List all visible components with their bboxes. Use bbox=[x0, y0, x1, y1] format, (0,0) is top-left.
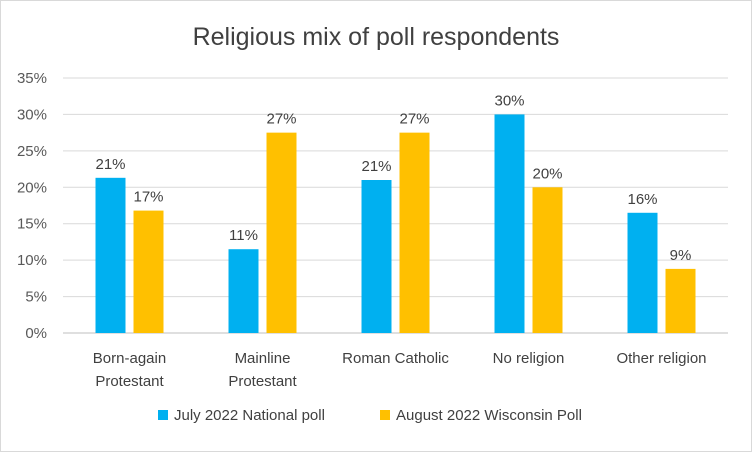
bars bbox=[95, 114, 696, 333]
y-tick-label: 0% bbox=[25, 325, 47, 342]
category-label: Other religion bbox=[616, 350, 706, 367]
data-label: 20% bbox=[532, 165, 562, 182]
data-label: 27% bbox=[399, 111, 429, 128]
bar bbox=[361, 180, 392, 333]
category-label: Mainline bbox=[235, 350, 291, 367]
bar bbox=[133, 210, 164, 333]
data-label: 16% bbox=[627, 191, 657, 208]
bar bbox=[665, 268, 696, 333]
grid bbox=[63, 77, 728, 334]
category-label: Protestant bbox=[228, 373, 297, 390]
y-tick-label: 25% bbox=[17, 143, 47, 160]
bar bbox=[266, 132, 297, 333]
data-label: 30% bbox=[494, 92, 524, 109]
data-label: 11% bbox=[229, 227, 258, 244]
y-tick-label: 15% bbox=[17, 216, 47, 233]
legend-swatch bbox=[158, 410, 168, 420]
y-axis-ticks: 0% 5% 10% 15% 20% 25% 30% 35% bbox=[17, 70, 47, 342]
legend-label: July 2022 National poll bbox=[174, 407, 325, 424]
bar bbox=[399, 132, 430, 333]
y-tick-label: 10% bbox=[17, 252, 47, 269]
legend-swatch bbox=[380, 410, 390, 420]
bar bbox=[532, 187, 563, 333]
category-label: No religion bbox=[493, 350, 565, 367]
bar bbox=[627, 212, 658, 333]
data-labels: 21% 17% 11% 27% 21% 27% 30% 20% 16% 9% bbox=[95, 92, 691, 263]
legend-label: August 2022 Wisconsin Poll bbox=[396, 407, 582, 424]
data-label: 21% bbox=[95, 156, 125, 173]
bar bbox=[494, 114, 525, 333]
bar bbox=[95, 177, 126, 333]
y-tick-label: 30% bbox=[17, 106, 47, 123]
data-label: 21% bbox=[361, 158, 391, 175]
y-tick-label: 5% bbox=[25, 289, 47, 306]
category-label: Born-again bbox=[93, 350, 166, 367]
legend: July 2022 National poll August 2022 Wisco… bbox=[158, 407, 582, 424]
category-label: Roman Catholic bbox=[342, 350, 449, 367]
category-label: Protestant bbox=[95, 373, 164, 390]
data-label: 9% bbox=[670, 247, 692, 264]
data-label: 27% bbox=[266, 111, 296, 128]
y-tick-label: 35% bbox=[17, 70, 47, 87]
y-tick-label: 20% bbox=[17, 179, 47, 196]
x-axis-categories: Born-again Protestant Mainline Protestant Ro… bbox=[93, 350, 707, 390]
bar bbox=[228, 249, 259, 333]
data-label: 17% bbox=[133, 189, 163, 206]
chart-title: Religious mix of poll respondents bbox=[193, 23, 560, 51]
